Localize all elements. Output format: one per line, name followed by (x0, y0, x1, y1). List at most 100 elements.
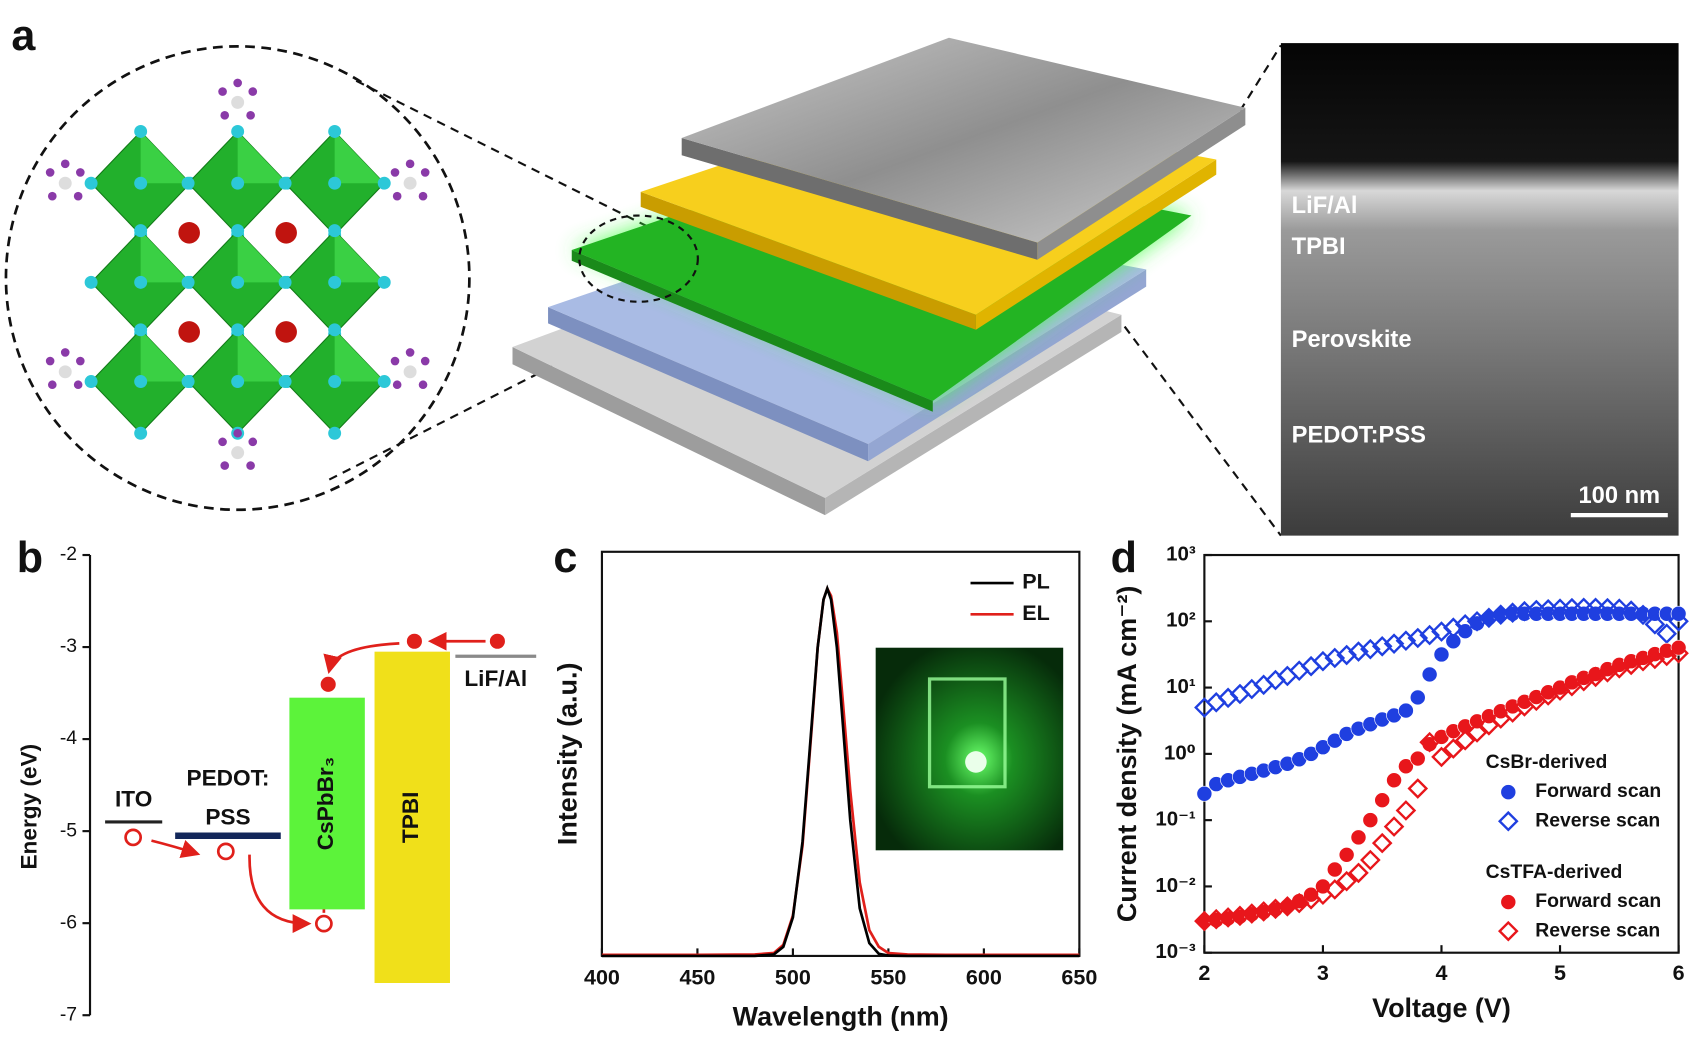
ligand-atom (248, 437, 258, 447)
circle-marker (1445, 633, 1462, 650)
band-label: TPBI (398, 792, 423, 844)
atom (377, 275, 391, 289)
diamond-marker (1395, 800, 1417, 821)
atom (181, 275, 195, 289)
atom (278, 176, 292, 190)
diamond-marker (1419, 731, 1440, 753)
diamond-marker (1431, 746, 1452, 768)
diamond-marker (1454, 730, 1476, 751)
sem-label: Perovskite (1292, 327, 1412, 353)
atom (377, 176, 391, 190)
diamond-marker (1656, 623, 1678, 645)
diamond-marker (1644, 648, 1666, 670)
circle-marker (1326, 861, 1343, 878)
circle-marker (1350, 829, 1367, 846)
diamond-marker (1443, 738, 1464, 759)
circle-marker (1433, 646, 1450, 663)
diamond-marker (1407, 627, 1429, 649)
y-tick-label: -3 (60, 635, 77, 657)
diamond-marker (1497, 920, 1519, 942)
octahedron-face (334, 230, 385, 283)
atom (134, 426, 148, 440)
diamond-marker (1277, 896, 1298, 917)
y-tick-label: -4 (60, 727, 77, 749)
atom (231, 125, 245, 138)
diamond-marker (1497, 810, 1519, 832)
ligand-atom (248, 87, 258, 96)
y-tick-label: 10⁻² (1155, 874, 1196, 897)
circle-marker (1338, 846, 1355, 863)
y-tick-label: 10⁻¹ (1155, 808, 1196, 831)
diamond-marker (1407, 778, 1429, 799)
device-stack (512, 37, 1246, 516)
circle-marker (1386, 772, 1402, 789)
ligand-atom (220, 111, 230, 120)
diamond-marker (1336, 644, 1357, 666)
atom (328, 323, 342, 337)
ligand (403, 365, 417, 379)
diamond-marker (1443, 617, 1464, 639)
atom (134, 176, 148, 190)
panel-label: b (17, 534, 43, 582)
atom (134, 323, 148, 337)
ligand-atom (420, 356, 430, 366)
x-tick-label: 450 (679, 964, 715, 989)
atom (181, 375, 195, 388)
diamond-marker (1395, 630, 1417, 651)
ligand-atom (418, 191, 428, 201)
atom (278, 375, 292, 388)
cs-atom (275, 321, 297, 343)
ligand-atom (405, 159, 415, 169)
legend-label: Forward scan (1535, 780, 1661, 802)
x-tick-label: 3 (1317, 960, 1329, 985)
diamond-marker (1371, 635, 1393, 657)
cs-atom (178, 222, 200, 244)
panel-label: a (11, 12, 36, 60)
y-tick-label: 10³ (1166, 542, 1196, 565)
panel-label: d (1111, 534, 1137, 582)
circle-marker (1500, 784, 1517, 800)
ligand (403, 176, 417, 190)
diamond-marker (1656, 645, 1678, 667)
x-axis-label: Voltage (V) (1372, 993, 1511, 1023)
diamond-marker (1620, 654, 1642, 676)
energy-band (374, 651, 450, 983)
ligand-atom (76, 168, 85, 177)
diamond-marker (1466, 722, 1488, 743)
atom (134, 275, 148, 289)
ligand-atom (47, 191, 57, 201)
ligand-atom (246, 461, 255, 470)
x-tick-label: 550 (870, 964, 906, 989)
diamond-marker (1229, 905, 1251, 927)
diamond-marker (1336, 870, 1357, 892)
cs-atom (275, 222, 297, 244)
atom (134, 375, 148, 388)
legend-label: Reverse scan (1535, 809, 1660, 831)
diamond-marker (1348, 641, 1369, 662)
atom (278, 275, 292, 289)
octahedron-face (140, 230, 191, 283)
y-tick-label: -2 (60, 543, 77, 565)
legend-label: Reverse scan (1535, 919, 1660, 941)
circle-marker (1326, 732, 1343, 749)
atom (328, 125, 342, 138)
diamond-marker (1609, 658, 1630, 679)
crystal-structure (45, 78, 430, 470)
spectrum-line (601, 584, 1080, 958)
x-axis-label: Wavelength (nm) (733, 1002, 949, 1032)
plot-frame (600, 550, 1081, 958)
octahedron-face (140, 131, 191, 184)
x-tick-label: 650 (1061, 964, 1097, 989)
x-tick-label: 500 (775, 964, 811, 989)
atom (231, 176, 245, 190)
x-tick-label: 5 (1554, 960, 1566, 985)
atom (134, 125, 148, 138)
ligand (231, 95, 245, 109)
diamond-marker (1632, 604, 1654, 626)
level-label: LiF/Al (464, 666, 527, 691)
atom (231, 275, 245, 289)
circle-marker (1421, 666, 1438, 683)
atom (328, 375, 342, 388)
